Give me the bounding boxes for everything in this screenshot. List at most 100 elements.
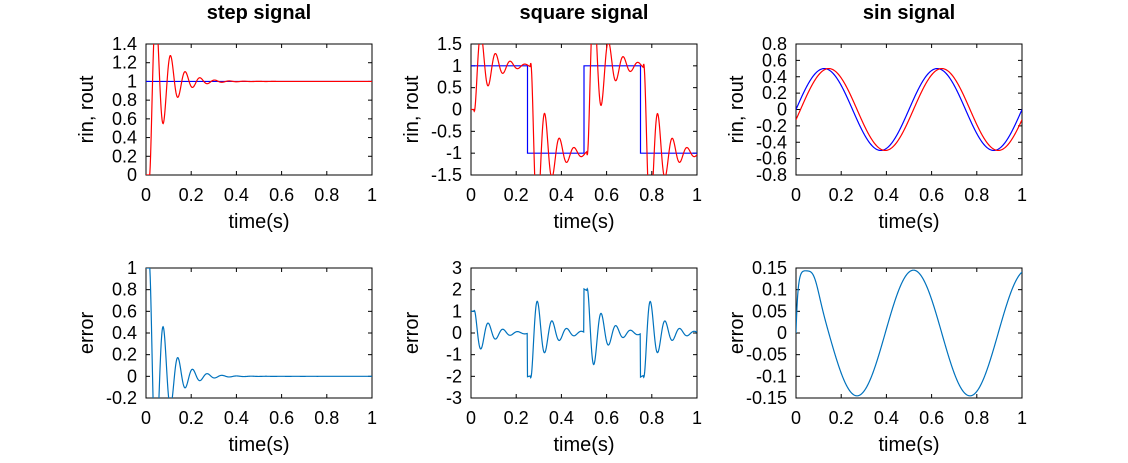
subplot-step-error: 0 0.2 0.4 0.6 0.8 1-0.200.20.40.60.81time(s)e… — [76, 258, 377, 456]
series-line-error — [796, 269, 1022, 397]
y-tick-label: 0.8 — [112, 280, 137, 300]
y-tick-label: 0 — [127, 165, 137, 185]
y-tick-label: -1.5 — [431, 165, 462, 185]
x-tick-label: 1 — [692, 185, 702, 205]
x-tick-label: 1 — [367, 185, 377, 205]
subplot-title: sin signal — [863, 2, 955, 24]
series-line-rin — [471, 65, 697, 154]
x-tick-label: 0 — [141, 408, 151, 428]
x-tick-label: 0.6 — [269, 185, 294, 205]
x-tick-label: 0 — [791, 185, 801, 205]
x-tick-label: 0.6 — [919, 408, 944, 428]
x-tick-label: 1 — [1017, 408, 1027, 428]
y-tick-label: 0.4 — [112, 323, 137, 343]
x-tick-label: 0.6 — [269, 408, 294, 428]
x-tick-label: 0.2 — [829, 185, 854, 205]
y-tick-label: -3 — [446, 388, 462, 408]
y-tick-label: 0.4 — [112, 128, 137, 148]
y-tick-label: -1 — [446, 143, 462, 163]
y-tick-label: 0.4 — [762, 67, 787, 87]
x-tick-label: 1 — [692, 408, 702, 428]
x-axis-label: time(s) — [878, 211, 939, 233]
x-axis-label: time(s) — [878, 434, 939, 456]
x-tick-label: 0.4 — [549, 408, 574, 428]
y-tick-label: -0.4 — [756, 132, 787, 152]
y-tick-label: 1 — [127, 71, 137, 91]
y-tick-label: 0.6 — [112, 301, 137, 321]
x-tick-label: 1 — [1017, 185, 1027, 205]
y-axis-label: rin, rout — [76, 75, 98, 143]
x-tick-label: 0 — [141, 185, 151, 205]
subplot-title: square signal — [520, 2, 649, 24]
y-axis-label: error — [726, 312, 748, 355]
y-tick-label: 2 — [452, 280, 462, 300]
y-tick-label: 0 — [777, 323, 787, 343]
x-tick-label: 0.8 — [964, 185, 989, 205]
x-tick-label: 0.2 — [179, 408, 204, 428]
y-tick-label: 0.2 — [112, 345, 137, 365]
y-tick-label: -1 — [446, 345, 462, 365]
x-tick-label: 0.8 — [314, 185, 339, 205]
axes-frame — [145, 267, 373, 399]
y-tick-label: -0.2 — [106, 388, 137, 408]
y-tick-label: 0.2 — [762, 83, 787, 103]
x-tick-label: 0.8 — [314, 408, 339, 428]
y-tick-label: 0 — [127, 366, 137, 386]
subplot-sin-error: 0 0.2 0.4 0.6 0.8 1-0.15-0.1-0.0500.050.10.15… — [726, 258, 1027, 456]
x-tick-label: 0.8 — [639, 408, 664, 428]
y-tick-label: 0.6 — [112, 109, 137, 129]
axes-frame — [470, 267, 698, 399]
series-line-error — [471, 287, 697, 380]
y-tick-label: 0 — [777, 100, 787, 120]
series-line-rout — [471, 44, 697, 175]
y-tick-label: -0.2 — [756, 116, 787, 136]
x-tick-label: 0.2 — [829, 408, 854, 428]
x-tick-label: 0.6 — [919, 185, 944, 205]
y-tick-label: 1 — [452, 56, 462, 76]
y-tick-label: 0.5 — [437, 78, 462, 98]
subplot-sin-response: 0 0.2 0.4 0.6 0.8 1-0.8-0.6-0.4-0.200.20.40.6… — [726, 2, 1027, 233]
y-tick-label: 0.2 — [112, 146, 137, 166]
x-tick-label: 0.4 — [874, 408, 899, 428]
y-tick-label: 0.6 — [762, 50, 787, 70]
x-tick-label: 0.4 — [224, 185, 249, 205]
y-tick-label: -2 — [446, 366, 462, 386]
subplot-title: step signal — [207, 2, 311, 24]
y-tick-label: 0 — [452, 323, 462, 343]
x-tick-label: 0.4 — [874, 185, 899, 205]
x-tick-label: 0.2 — [179, 185, 204, 205]
x-tick-label: 0 — [466, 408, 476, 428]
y-axis-label: error — [401, 312, 423, 355]
x-tick-label: 0.8 — [964, 408, 989, 428]
y-tick-label: -0.5 — [431, 121, 462, 141]
y-tick-label: 1.4 — [112, 34, 137, 54]
x-tick-label: 0 — [466, 185, 476, 205]
x-tick-label: 0.4 — [224, 408, 249, 428]
y-tick-label: 1 — [127, 258, 137, 278]
y-tick-label: 0.15 — [752, 258, 787, 278]
x-axis-label: time(s) — [553, 434, 614, 456]
x-axis-label: time(s) — [228, 211, 289, 233]
x-tick-label: 0.6 — [594, 408, 619, 428]
series-line-rout — [146, 44, 372, 175]
y-tick-label: 3 — [452, 258, 462, 278]
x-axis-label: time(s) — [553, 211, 614, 233]
y-axis-label: error — [76, 312, 98, 355]
x-tick-label: 0.4 — [549, 185, 574, 205]
axes-frame — [145, 43, 373, 176]
axes-frame — [795, 267, 1023, 399]
y-tick-label: 0.8 — [112, 90, 137, 110]
series-line-error — [146, 268, 372, 398]
series-line-rin — [796, 67, 1022, 152]
y-tick-label: -0.1 — [756, 366, 787, 386]
y-tick-label: -0.05 — [746, 345, 787, 365]
y-axis-label: rin, rout — [401, 75, 423, 143]
y-tick-label: 0 — [452, 100, 462, 120]
y-tick-label: -0.15 — [746, 388, 787, 408]
x-tick-label: 0.2 — [504, 408, 529, 428]
y-tick-label: 0.8 — [762, 34, 787, 54]
y-tick-label: -0.6 — [756, 149, 787, 169]
